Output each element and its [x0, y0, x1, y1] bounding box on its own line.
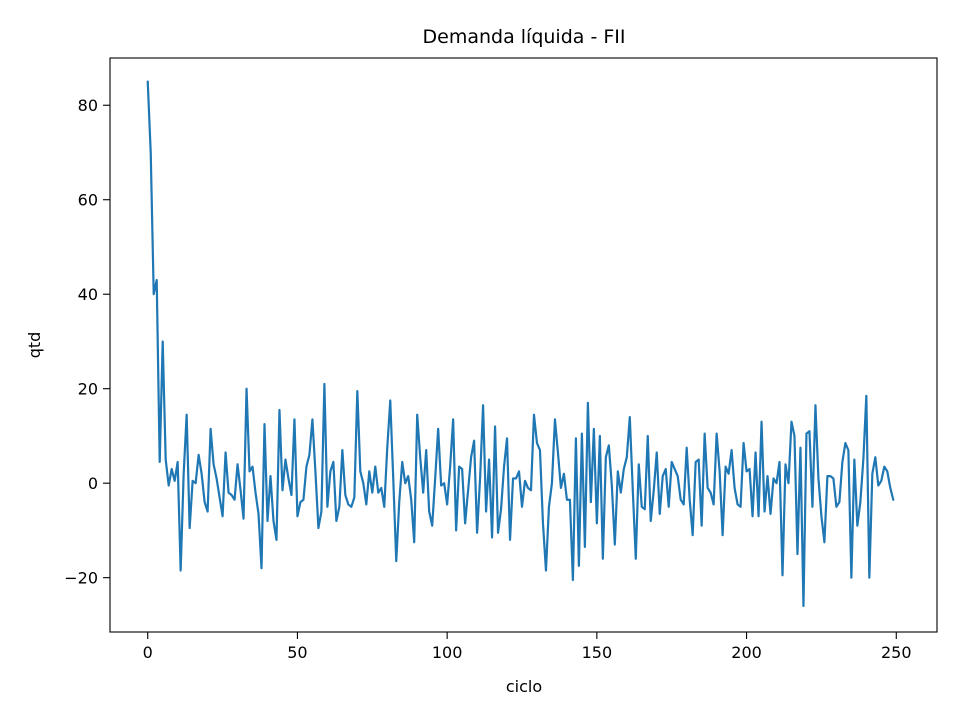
- y-tick-label: 80: [78, 96, 98, 115]
- series-line: [146, 80, 895, 608]
- x-tick-label: 200: [731, 643, 762, 662]
- y-tick-label: 40: [78, 285, 98, 304]
- x-axis-ticks: 0 50 100 150 200 250: [143, 632, 912, 662]
- y-axis-label: qtd: [25, 332, 44, 359]
- x-tick-label: 150: [582, 643, 613, 662]
- plot-area: [109, 57, 938, 633]
- x-tick-label: 250: [881, 643, 912, 662]
- y-tick-label: 60: [78, 191, 98, 210]
- x-tick-label: 0: [143, 643, 153, 662]
- y-tick-label: −20: [64, 569, 98, 588]
- x-axis-label: ciclo: [506, 677, 542, 696]
- y-tick-label: 20: [78, 380, 98, 399]
- chart-title: Demanda líquida - FII: [423, 26, 626, 48]
- x-tick-label: 100: [432, 643, 463, 662]
- x-tick-label: 50: [287, 643, 307, 662]
- axes-frame: [109, 57, 938, 633]
- y-axis-ticks: −20 0 20 40 60 80: [64, 96, 110, 588]
- y-tick-label: 0: [88, 474, 98, 493]
